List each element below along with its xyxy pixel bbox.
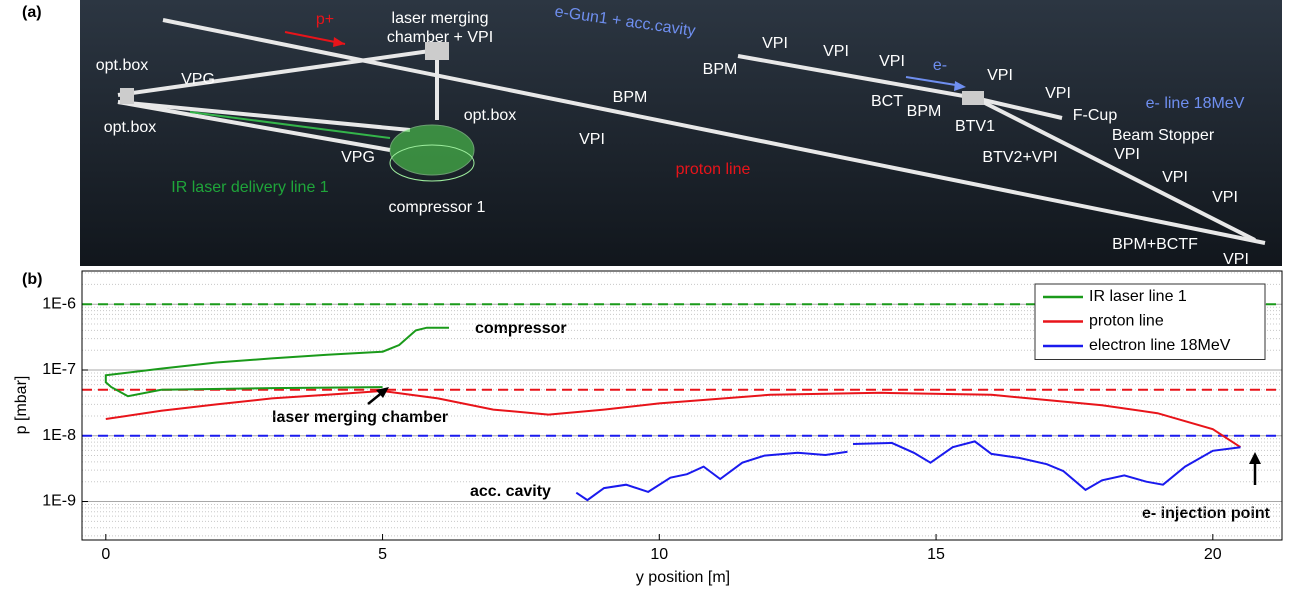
figure: (a) p+ laser merging chamber + VPI e-Gun… xyxy=(0,0,1290,592)
label: F-Cup xyxy=(1073,107,1118,124)
x-tick-label: 5 xyxy=(378,546,387,563)
label: opt.box xyxy=(96,57,148,74)
label: Beam Stopper xyxy=(1112,127,1215,144)
label: BPM xyxy=(907,103,942,120)
label: VPI xyxy=(879,53,905,70)
series-line xyxy=(576,441,1240,500)
label: VPI xyxy=(1162,169,1188,186)
label: compressor 1 xyxy=(389,199,486,216)
label: VPI xyxy=(1212,189,1238,206)
label: chamber + VPI xyxy=(387,29,493,46)
label: BTV2+VPI xyxy=(982,149,1057,166)
btv1 xyxy=(962,91,984,105)
annotation-arrow-head xyxy=(1249,452,1261,464)
label: BPM xyxy=(613,89,648,106)
label: p+ xyxy=(316,11,334,28)
panel-label: (a) xyxy=(22,4,42,21)
label: proton line xyxy=(676,161,751,178)
legend-label: proton line xyxy=(1089,313,1164,330)
x-tick-label: 20 xyxy=(1204,546,1222,563)
x-axis-label: y position [m] xyxy=(636,569,730,586)
series-line xyxy=(106,328,449,397)
label: VPG xyxy=(181,71,215,88)
label: VPI xyxy=(1223,251,1249,268)
opt-box xyxy=(120,88,134,104)
label: VPI xyxy=(823,43,849,60)
y-tick-label: 1E-8 xyxy=(42,427,76,444)
label: IR laser delivery line 1 xyxy=(171,179,329,196)
label: VPI xyxy=(1114,146,1140,163)
label: VPG xyxy=(341,149,375,166)
label: BTV1 xyxy=(955,118,995,135)
label: opt.box xyxy=(464,107,516,124)
y-tick-label: 1E-9 xyxy=(42,493,76,510)
annotation: laser merging chamber xyxy=(272,409,448,426)
label: VPI xyxy=(579,131,605,148)
label: opt.box xyxy=(104,119,156,136)
label: e- line 18MeV xyxy=(1146,95,1245,112)
y-tick-label: 1E-7 xyxy=(42,361,76,378)
annotation: e- injection point xyxy=(1142,505,1271,522)
label: VPI xyxy=(987,67,1013,84)
x-tick-label: 10 xyxy=(650,546,668,563)
panel-label: (b) xyxy=(22,271,42,288)
label: BPM xyxy=(703,61,738,78)
label: BCT xyxy=(871,93,903,110)
label: BPM+BCTF xyxy=(1112,236,1198,253)
legend-label: electron line 18MeV xyxy=(1089,337,1231,354)
legend-label: IR laser line 1 xyxy=(1089,288,1187,305)
label: VPI xyxy=(762,35,788,52)
y-axis-label: p [mbar] xyxy=(13,376,30,435)
label: VPI xyxy=(1045,85,1071,102)
legend: IR laser line 1 proton line electron line … xyxy=(1035,284,1265,360)
x-tick-label: 15 xyxy=(927,546,945,563)
y-tick-label: 1E-6 xyxy=(42,295,76,312)
x-tick-label: 0 xyxy=(101,546,110,563)
annotation: acc. cavity xyxy=(470,483,551,500)
label: e- xyxy=(933,57,947,74)
label: laser merging xyxy=(392,10,489,27)
annotation: compressor xyxy=(475,320,567,337)
